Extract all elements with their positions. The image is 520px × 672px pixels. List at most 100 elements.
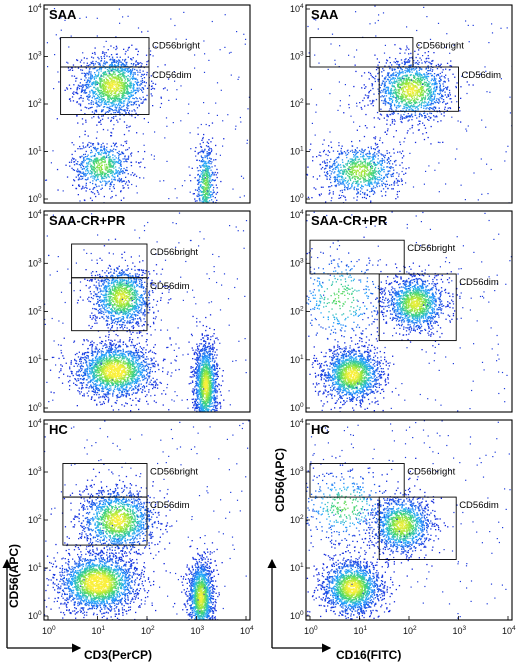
panel-5: CD56bright CD56dim HC 100 101 102 103 104 100 101…	[290, 418, 516, 636]
gate-label: CD56bright	[407, 467, 455, 478]
y-tick-label: 104	[28, 3, 42, 14]
y-tick-labels: 100 101 102 103 104	[290, 3, 310, 204]
background-events	[306, 211, 512, 412]
event-cluster	[362, 262, 461, 354]
gate-label: CD56bright	[152, 41, 200, 52]
gate-label: CD56dim	[459, 277, 499, 288]
background-events	[44, 212, 250, 411]
gate-cd56dim	[71, 277, 148, 332]
gate-cd56dim	[378, 66, 459, 112]
gate-cd56bright	[309, 37, 414, 68]
y-tick-label: 102	[290, 514, 304, 525]
panel-3: CD56brightCD56dimSAA-CR+PR10010110210310…	[290, 209, 513, 413]
y-tick-label: 102	[28, 98, 42, 109]
y-tick-label: 103	[28, 257, 42, 268]
y-tick-labels: 100 101 102 103 104	[28, 209, 48, 413]
y-tick-label: 101	[28, 146, 42, 157]
y-axis-label: CD56(APC)	[7, 544, 21, 608]
y-tick-label: 101	[290, 354, 304, 365]
y-tick-labels: 100 101 102 103 104	[28, 3, 48, 204]
panel-2: CD56brightCD56dimSAA-CR+PR10010110210310…	[28, 209, 251, 413]
event-points	[306, 211, 512, 412]
y-tick-label: 100	[28, 610, 42, 621]
y-tick-label: 100	[290, 610, 304, 621]
event-points	[45, 8, 250, 203]
gate-cd56dim	[378, 273, 457, 342]
gate-label: CD56bright	[150, 467, 198, 478]
y-tick-label: 104	[28, 418, 42, 429]
event-cluster	[174, 537, 223, 620]
x-tick-labels: 100 101 102 103 104	[42, 616, 254, 636]
panel-title: SAA-CR+PR	[49, 213, 126, 228]
event-cluster	[56, 31, 170, 153]
gate-label: CD56dim	[150, 500, 190, 511]
gate-label: CD56dim	[462, 70, 502, 81]
panel-1: CD56bright CD56dim SAA 100 101 102 103 104	[290, 3, 513, 204]
gate-cd56dim	[60, 66, 150, 115]
gate-label: CD56dim	[152, 70, 192, 81]
event-cluster	[309, 330, 400, 412]
panel-title: SAA	[49, 7, 77, 22]
axes: CD56(APC) CD56(APC) CD3(PerCP) CD16(FITC)	[2, 448, 401, 662]
y-tick-label: 100	[28, 402, 42, 413]
panel-title: SAA	[311, 7, 339, 22]
y-tick-label: 103	[28, 466, 42, 477]
event-points	[306, 5, 512, 203]
x-tick-label: 104	[502, 625, 516, 636]
event-cluster	[44, 536, 183, 620]
event-points	[44, 212, 250, 412]
event-cluster	[306, 541, 408, 620]
y-tick-labels: 100 101 102 103 104	[28, 418, 48, 621]
x-tick-label: 101	[354, 625, 368, 636]
x-tick-label: 101	[92, 625, 106, 636]
panel-frame	[43, 4, 251, 204]
event-cluster	[189, 122, 225, 203]
x-tick-label: 100	[42, 625, 56, 636]
background-events	[308, 420, 511, 619]
y-tick-label: 101	[28, 562, 42, 573]
x-tick-label: 100	[304, 625, 318, 636]
y-tick-label: 102	[28, 514, 42, 525]
event-cluster	[306, 126, 410, 203]
gate-cd56bright	[309, 239, 405, 275]
y-tick-label: 100	[290, 193, 304, 204]
panel-0: CD56bright CD56dim SAA 100 101 102 103 104	[28, 3, 251, 204]
panel-title: SAA-CR+PR	[311, 213, 388, 228]
y-tick-label: 104	[28, 209, 42, 220]
x-axis-label: CD16(FITC)	[336, 648, 401, 662]
gate-label: CD56bright	[416, 41, 464, 52]
background-events	[45, 8, 250, 203]
x-tick-label: 103	[191, 625, 205, 636]
gate-label: CD56dim	[150, 281, 190, 292]
x-tick-label: 103	[453, 625, 467, 636]
x-tick-labels: 100 101 102 103 104	[304, 616, 516, 636]
y-tick-label: 103	[290, 257, 304, 268]
gate-label: CD56bright	[407, 243, 455, 254]
y-tick-labels: 100 101 102 103 104	[290, 418, 310, 621]
event-cluster	[353, 470, 449, 570]
panel-4: CD56bright CD56dim HC 100 101 102 103 104 100 101…	[28, 418, 254, 636]
event-points	[44, 420, 250, 620]
panel-title: HC	[311, 422, 330, 437]
y-tick-label: 102	[28, 306, 42, 317]
x-tick-label: 102	[141, 625, 155, 636]
x-tick-label: 104	[240, 625, 254, 636]
gate-label: CD56bright	[150, 247, 198, 258]
event-cluster	[56, 128, 146, 203]
event-points	[306, 420, 511, 620]
event-cluster	[49, 318, 180, 412]
y-tick-label: 103	[28, 51, 42, 62]
y-tick-label: 104	[290, 418, 304, 429]
y-tick-label: 101	[290, 562, 304, 573]
event-cluster	[186, 314, 225, 412]
panel-title: HC	[49, 422, 68, 437]
background-events	[306, 5, 512, 203]
y-tick-label: 104	[290, 209, 304, 220]
y-tick-label: 103	[290, 51, 304, 62]
y-tick-label: 100	[290, 402, 304, 413]
y-tick-label: 103	[290, 466, 304, 477]
y-tick-label: 101	[290, 146, 304, 157]
x-axis-label: CD3(PerCP)	[84, 648, 152, 662]
gate-cd56dim	[378, 496, 457, 560]
